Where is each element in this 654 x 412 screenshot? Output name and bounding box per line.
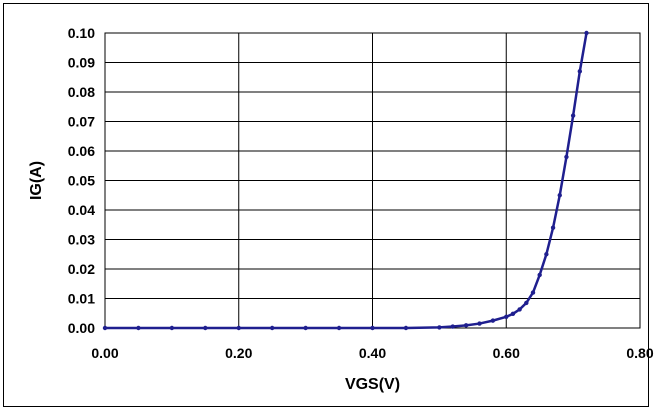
data-point <box>584 30 589 36</box>
y-tick-label: 0.08 <box>68 84 95 100</box>
y-tick-labels: 0.00 0.01 0.02 0.03 0.04 0.05 0.06 0.07 0.08 0.09… <box>68 25 95 336</box>
data-point <box>477 321 482 326</box>
x-tick-labels: 0.00 0.20 0.40 0.60 0.80 <box>91 345 653 361</box>
y-tick-label: 0.10 <box>68 25 95 41</box>
y-tick-label: 0.06 <box>68 143 95 159</box>
y-tick-label: 0.02 <box>68 261 95 277</box>
data-point <box>102 325 108 331</box>
data-point <box>530 290 536 295</box>
x-tick-label: 0.60 <box>493 345 520 361</box>
data-point <box>524 300 529 306</box>
grid-lines <box>104 32 641 329</box>
data-point <box>403 325 409 331</box>
x-tick-label: 0.20 <box>225 345 252 361</box>
chart-frame <box>3 3 649 407</box>
y-tick-label: 0.09 <box>68 55 95 71</box>
data-point <box>564 154 569 160</box>
y-tick-label: 0.04 <box>68 202 95 218</box>
data-point <box>510 311 516 317</box>
y-tick-label: 0.03 <box>68 232 95 248</box>
data-point <box>577 69 583 74</box>
y-tick-label: 0.00 <box>68 320 95 336</box>
data-point <box>450 324 455 329</box>
data-point <box>437 325 442 330</box>
x-axis-title: VGS(V) <box>345 376 400 393</box>
data-point <box>490 318 496 323</box>
y-axis-title: IG(A) <box>28 161 45 200</box>
x-tick-label: 0.00 <box>91 345 118 361</box>
data-point <box>463 323 469 328</box>
series-line <box>105 32 588 330</box>
data-point <box>517 307 522 312</box>
data-point <box>136 325 141 331</box>
data-point <box>370 325 375 331</box>
x-tick-label: 0.80 <box>626 345 653 361</box>
data-point <box>203 325 208 331</box>
data-point <box>544 252 549 257</box>
y-tick-label: 0.05 <box>68 173 95 189</box>
data-point <box>336 325 342 331</box>
data-point <box>236 325 241 331</box>
x-tick-label: 0.40 <box>359 345 386 361</box>
data-point <box>557 193 562 198</box>
data-point <box>504 314 509 319</box>
y-tick-label: 0.01 <box>68 291 95 307</box>
data-point <box>550 225 556 230</box>
data-point <box>537 272 542 278</box>
data-point <box>303 325 308 331</box>
data-point <box>570 113 576 118</box>
data-points <box>102 30 589 331</box>
data-point <box>169 325 175 331</box>
data-point <box>269 325 275 331</box>
y-tick-label: 0.07 <box>68 114 95 130</box>
